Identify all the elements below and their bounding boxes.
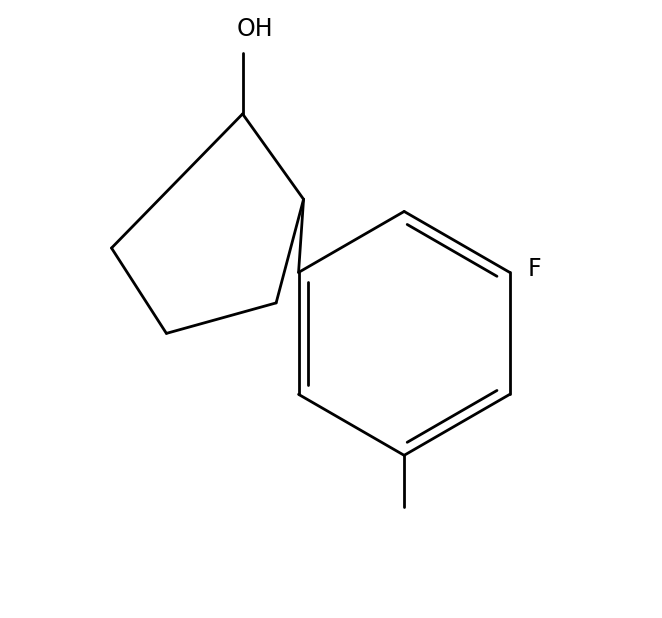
Text: OH: OH	[236, 17, 273, 41]
Text: F: F	[528, 257, 542, 281]
